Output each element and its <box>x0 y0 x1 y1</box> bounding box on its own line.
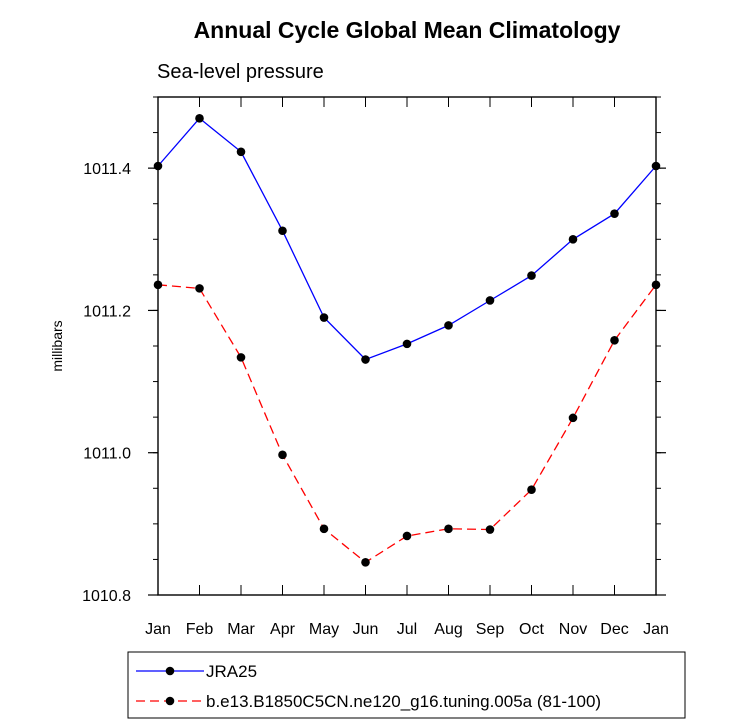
x-tick-label: Jan <box>643 621 669 638</box>
x-tick-labels: Jan Feb Mar Apr May Jun Jul Aug Sep Oct Nov Dec Jan <box>145 621 669 638</box>
data-point <box>361 355 370 364</box>
x-tick-label: Jan <box>145 621 171 638</box>
x-tick-label: Nov <box>559 621 587 638</box>
data-point <box>278 450 287 460</box>
series-line-1 <box>157 284 657 564</box>
data-point <box>319 313 329 322</box>
data-point <box>236 353 246 362</box>
data-point <box>195 284 204 293</box>
series-layer <box>153 114 661 567</box>
y-tick-label: 1011.2 <box>83 303 131 320</box>
data-point <box>402 531 412 541</box>
data-point <box>610 209 619 218</box>
data-point <box>568 413 578 423</box>
y-tick-label: 1011.4 <box>83 161 131 178</box>
x-tick-label: Dec <box>600 621 628 638</box>
chart-subtitle: Sea-level pressure <box>157 61 324 83</box>
data-point <box>278 226 287 236</box>
x-tick-label: Jul <box>397 621 417 638</box>
legend: JRA25 b.e13.B1850C5CN.ne120_g16.tuning.00… <box>127 651 686 719</box>
x-tick-label: Oct <box>519 621 544 638</box>
x-tick-label: Jun <box>353 621 379 638</box>
x-tick-label: Apr <box>270 621 296 638</box>
data-point <box>485 525 495 534</box>
x-tick-label: Aug <box>434 621 462 638</box>
data-point <box>527 271 536 280</box>
data-point <box>319 524 329 534</box>
x-tick-label: May <box>309 621 339 638</box>
data-point <box>402 339 412 349</box>
y-tick-label: 1011.0 <box>83 446 131 463</box>
data-point <box>444 524 453 534</box>
legend-label: b.e13.B1850C5CN.ne120_g16.tuning.005a (8… <box>206 692 601 711</box>
chart-title: Annual Cycle Global Mean Climatology <box>194 17 621 43</box>
series-line-0 <box>157 117 657 361</box>
x-tick-label: Sep <box>476 621 505 638</box>
y-tick-label: 1010.8 <box>82 588 131 605</box>
data-point <box>236 147 246 157</box>
data-point <box>527 485 536 495</box>
data-point <box>610 336 619 345</box>
legend-marker <box>165 696 175 706</box>
plot-frame <box>157 96 657 596</box>
data-point <box>568 234 578 244</box>
data-point <box>444 321 453 330</box>
legend-box <box>127 651 686 719</box>
data-point <box>195 114 204 123</box>
legend-label: JRA25 <box>206 662 257 681</box>
data-point <box>485 296 495 305</box>
y-axis-label: millibars <box>49 320 65 371</box>
data-point <box>361 557 370 567</box>
x-tick-label: Mar <box>227 621 255 638</box>
legend-marker <box>165 666 175 676</box>
x-tick-label: Feb <box>186 621 214 638</box>
y-tick-labels: 1010.8 1011.0 1011.2 1011.4 <box>82 161 131 605</box>
